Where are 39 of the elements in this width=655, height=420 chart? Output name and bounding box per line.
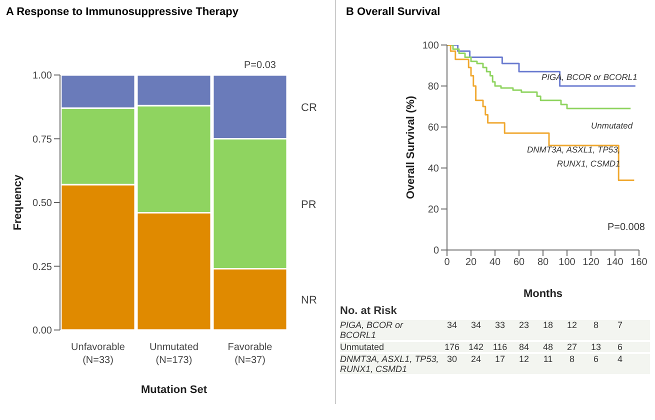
- x-axis-title: Months: [523, 288, 563, 300]
- y-axis-title: Overall Survival (%): [404, 96, 417, 200]
- series-label: CR: [301, 102, 317, 114]
- y-axis-title: Frequency: [12, 174, 24, 230]
- chart-title: B Overall Survival: [346, 6, 440, 18]
- text: Unmutated 176 142 116 84 48 27 13 6: [340, 342, 622, 352]
- y-tick-label: 100: [422, 40, 440, 52]
- x-tick-label: 160: [630, 257, 648, 268]
- x-tick-label: 20: [465, 257, 477, 268]
- series-label: NR: [301, 294, 317, 306]
- y-tick-label: 0.25: [32, 262, 52, 273]
- series-label: PR: [301, 198, 316, 211]
- x-tick-label: 0: [444, 257, 450, 268]
- text: P=0.03: [244, 60, 276, 71]
- text: DNMT3A, ASXL1, TP53, RUNX1, CSMD1 30 24 17 12 11 8 6 4: [340, 354, 622, 374]
- x-tick-label: Unmutated (N=173): [150, 342, 198, 366]
- chart-title: A Response to Immunosuppressive Therapy: [6, 6, 238, 18]
- y-tick-label: 40: [428, 164, 440, 175]
- y-tick-label: 0.50: [32, 198, 52, 210]
- x-tick-label: 100: [558, 257, 576, 268]
- y-tick-label: 80: [428, 82, 440, 93]
- x-tick-label: 140: [606, 257, 624, 268]
- x-tick-label: 60: [513, 257, 525, 268]
- x-tick-label: 120: [582, 257, 600, 268]
- text: No. at Risk: [340, 305, 398, 317]
- x-tick-label: Unfavorable (N=33): [71, 342, 126, 366]
- y-tick-label: 20: [428, 204, 440, 216]
- y-tick-label: 1.00: [32, 70, 52, 82]
- x-tick-label: Favorable (N=37): [228, 342, 273, 366]
- y-tick-label: 60: [428, 122, 440, 134]
- x-tick-label: 40: [489, 257, 501, 268]
- x-tick-label: 80: [537, 257, 549, 268]
- y-tick-label: 0: [433, 246, 440, 257]
- text: PIGA, BCOR or BCORL1 34 34 33 23 18 12 8 7: [340, 320, 622, 340]
- y-tick-label: 0.75: [32, 134, 52, 146]
- annotation: P=0.008: [607, 222, 645, 233]
- x-axis-title: Mutation Set: [141, 384, 208, 396]
- series-label: Unmutated: [591, 120, 633, 131]
- y-tick-label: 0.00: [32, 326, 52, 337]
